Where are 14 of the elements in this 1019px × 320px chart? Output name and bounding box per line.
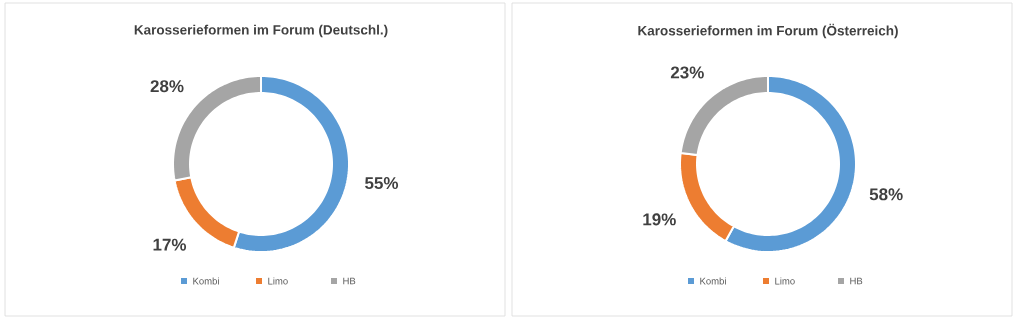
data-label: 23% [670,66,704,79]
chart-title: Karosserieformen im Forum (Österreich) [638,23,898,39]
data-label: 17% [153,238,187,251]
legend-label: HB [850,277,863,285]
legend-label: Limo [268,277,288,285]
data-label: 28% [150,80,184,93]
chart-title: Karosserieformen im Forum (Deutschl.) [134,24,388,38]
legend-label: HB [343,277,356,285]
legend-label: Limo [775,277,795,285]
data-label: 55% [365,177,399,190]
data-label: 58% [869,188,903,201]
data-label: 19% [643,213,676,226]
legend-label: Kombi [700,277,726,285]
legend-label: Kombi [193,277,219,285]
